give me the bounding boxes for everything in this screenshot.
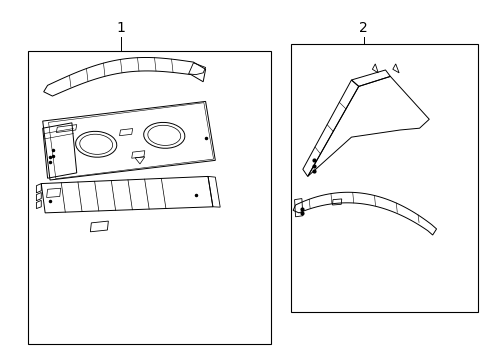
Text: 2: 2 — [359, 21, 367, 35]
Bar — [290, 44, 477, 312]
Text: 1: 1 — [116, 21, 125, 35]
Bar — [28, 51, 271, 344]
